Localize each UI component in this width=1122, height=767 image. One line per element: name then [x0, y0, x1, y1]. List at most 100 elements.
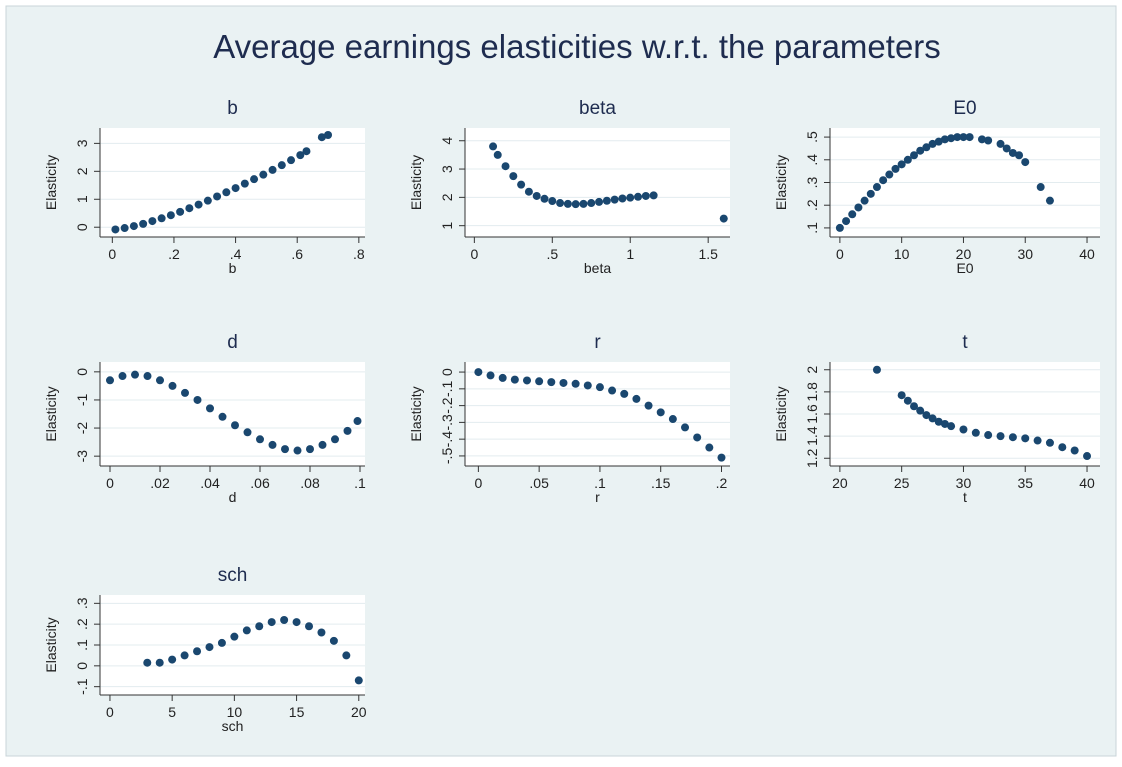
panel-title: r	[594, 332, 601, 353]
x-tick-label: 5	[168, 704, 176, 720]
plot-area	[465, 362, 730, 466]
point	[139, 219, 148, 228]
figure-title: Average earnings elasticities w.r.t. the…	[213, 28, 941, 65]
panel-title: d	[227, 332, 238, 353]
point	[587, 199, 596, 208]
point	[230, 632, 239, 641]
point	[306, 445, 314, 454]
point	[872, 183, 881, 192]
point	[293, 446, 302, 455]
y-tick-label: 2	[804, 366, 820, 374]
point	[267, 618, 276, 627]
y-tick-label: 0	[439, 368, 455, 376]
point	[331, 435, 339, 444]
point	[535, 377, 544, 386]
panel-title: E0	[953, 98, 976, 119]
y-axis-label: Elasticity	[773, 155, 789, 210]
point	[632, 394, 641, 403]
x-tick-label: .8	[353, 246, 365, 262]
y-tick-label: 0	[74, 223, 90, 231]
point	[176, 207, 185, 216]
x-tick-label: .05	[529, 475, 549, 491]
panel-title: b	[227, 98, 238, 119]
point	[292, 618, 301, 627]
point	[280, 616, 289, 624]
plot-area	[100, 128, 365, 237]
point	[563, 199, 572, 208]
y-axis-label: Elasticity	[43, 155, 59, 210]
x-tick-label: 20	[832, 475, 848, 491]
y-tick-label: .3	[74, 597, 90, 609]
point	[517, 180, 526, 189]
point	[897, 160, 906, 169]
point	[860, 196, 869, 205]
point	[213, 192, 222, 201]
point	[940, 135, 949, 144]
point	[302, 147, 311, 156]
point	[634, 192, 643, 201]
point	[644, 401, 653, 410]
point	[916, 146, 925, 155]
x-axis-label: t	[963, 489, 967, 505]
x-axis-label: r	[595, 489, 600, 505]
y-tick-label: -.4	[439, 431, 455, 448]
point	[231, 184, 240, 193]
x-axis-label: E0	[956, 260, 973, 276]
point	[693, 433, 702, 442]
point	[1021, 158, 1030, 167]
point	[354, 676, 363, 685]
x-tick-label: 15	[289, 704, 305, 720]
y-tick-label: -.1	[439, 380, 455, 397]
point	[910, 402, 919, 411]
point	[977, 135, 986, 144]
point	[910, 151, 919, 160]
point	[474, 368, 483, 377]
point	[259, 170, 268, 179]
point	[626, 193, 635, 202]
y-axis-label: Elasticity	[408, 386, 424, 441]
point	[1083, 452, 1092, 461]
x-tick-label: 35	[1017, 475, 1033, 491]
x-tick-label: .2	[168, 246, 180, 262]
point	[959, 425, 968, 434]
y-tick-label: 1	[439, 222, 455, 230]
x-tick-label: 0	[106, 475, 114, 491]
point	[168, 381, 177, 390]
y-tick-label: 0	[74, 368, 90, 376]
x-tick-label: .04	[200, 475, 220, 491]
y-tick-label: 4	[439, 137, 455, 145]
y-tick-label: 2	[74, 167, 90, 175]
point	[891, 164, 900, 173]
point	[277, 161, 286, 170]
point	[343, 426, 352, 435]
point	[243, 428, 252, 437]
point	[194, 200, 203, 209]
point	[903, 396, 912, 405]
point	[1045, 196, 1054, 205]
point	[620, 389, 629, 398]
y-tick-label: 3	[74, 139, 90, 147]
point	[595, 197, 604, 206]
point	[547, 378, 556, 387]
x-tick-label: .5	[546, 246, 558, 262]
point	[305, 622, 314, 631]
point	[287, 156, 296, 165]
x-tick-label: 30	[1017, 246, 1033, 262]
x-axis-label: sch	[222, 718, 244, 734]
point	[595, 383, 604, 392]
x-tick-label: .2	[716, 475, 728, 491]
point	[903, 155, 912, 164]
x-tick-label: .1	[354, 475, 366, 491]
point	[318, 440, 327, 449]
x-axis-label: b	[229, 260, 237, 276]
point	[947, 134, 956, 143]
y-tick-label: 1.4	[804, 426, 820, 446]
point	[965, 133, 974, 142]
point	[717, 453, 726, 462]
x-tick-label: 0	[470, 246, 478, 262]
point	[1008, 148, 1017, 157]
point	[984, 431, 993, 440]
point	[342, 651, 351, 660]
